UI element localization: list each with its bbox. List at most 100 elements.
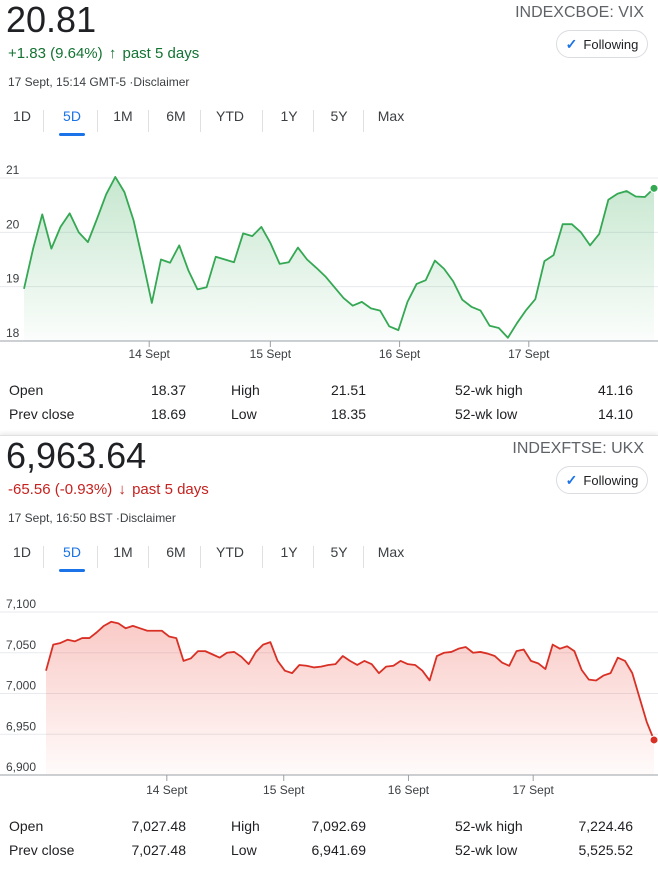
- tab-5y[interactable]: 5Y: [330, 108, 348, 124]
- tab-divider: [97, 110, 98, 132]
- price-change: -65.56 (-0.93%) ↓ past 5 days: [8, 481, 209, 498]
- x-tick-label: 16 Sept: [388, 783, 430, 797]
- x-tick-label: 16 Sept: [379, 347, 421, 361]
- stat-high: 7,092.69: [311, 818, 367, 834]
- following-button[interactable]: ✓ Following: [556, 466, 648, 494]
- tab-1y[interactable]: 1Y: [280, 544, 298, 560]
- change-value: -65.56 (-0.93%): [8, 481, 113, 498]
- x-tick-label: 14 Sept: [146, 783, 188, 797]
- exchange-ticker: INDEXFTSE: UKX: [512, 440, 644, 457]
- price: 6,963.64: [6, 435, 147, 476]
- series-line: [45, 620, 655, 741]
- stat-wk52-high-label: 52-wk high: [455, 382, 523, 398]
- stat-prev-close: 7,027.48: [131, 842, 187, 858]
- following-label: Following: [583, 472, 639, 488]
- stat-high-label: High: [231, 818, 260, 834]
- tab-5d[interactable]: 5D: [57, 108, 87, 136]
- stat-wk52-low: 5,525.52: [578, 842, 634, 858]
- x-tick-label: 17 Sept: [512, 783, 554, 797]
- stat-open: 18.37: [150, 382, 186, 398]
- tab-divider: [262, 546, 263, 568]
- tab-6m[interactable]: 6M: [166, 108, 186, 124]
- y-tick-label: 19: [6, 272, 20, 286]
- y-tick-label: 7,000: [6, 679, 36, 693]
- y-tick-label: 20: [6, 217, 20, 231]
- stat-low-label: Low: [231, 842, 257, 858]
- stat-wk52-high: 41.16: [597, 382, 633, 398]
- x-tick-label: 17 Sept: [508, 347, 550, 361]
- arrow-up-icon: ↑: [108, 45, 117, 62]
- range-tabs: 1D 5D 1M 6M YTD 1Y 5Y Max: [0, 108, 658, 136]
- stat-low: 18.35: [330, 406, 366, 422]
- change-period: past 5 days: [132, 481, 209, 498]
- timestamp: 17 Sept, 15:14 GMT-5 ·Disclaimer: [8, 75, 190, 89]
- x-tick-label: 14 Sept: [129, 347, 171, 361]
- stat-high-label: High: [231, 382, 260, 398]
- change-period: past 5 days: [122, 45, 200, 62]
- last-point-marker: [649, 183, 658, 193]
- price-chart-ukx: 6,900 6,950 7,000 7,050 7,100 14 Sept 15 Sept 1…: [0, 597, 658, 797]
- price: 20.81: [6, 0, 97, 40]
- tab-divider: [97, 546, 98, 568]
- quote-panel-vix: 20.81 INDEXCBOE: VIX +1.83 (9.64%) ↑ pas…: [0, 0, 658, 435]
- exchange-ticker: INDEXCBOE: VIX: [515, 4, 644, 21]
- stat-prev-close-label: Prev close: [9, 842, 75, 858]
- x-tick-label: 15 Sept: [263, 783, 305, 797]
- stat-open-label: Open: [9, 382, 44, 398]
- stat-wk52-low-label: 52-wk low: [455, 842, 518, 858]
- check-icon: ✓: [565, 35, 578, 52]
- tab-divider: [43, 546, 44, 568]
- tab-divider: [200, 546, 201, 568]
- timestamp: 17 Sept, 16:50 BST ·Disclaimer: [8, 511, 176, 525]
- tab-5y[interactable]: 5Y: [330, 544, 348, 560]
- tab-ytd[interactable]: YTD: [216, 108, 244, 124]
- tab-divider: [313, 546, 314, 568]
- stat-row: Prev close 18.69 Low 18.35 52-wk low 14.10: [0, 406, 658, 426]
- tab-1y[interactable]: 1Y: [280, 108, 298, 124]
- tab-max[interactable]: Max: [377, 544, 405, 560]
- y-tick-label: 21: [6, 163, 20, 177]
- tab-5d[interactable]: 5D: [57, 544, 87, 572]
- stat-wk52-high-label: 52-wk high: [455, 818, 523, 834]
- following-label: Following: [583, 36, 639, 52]
- tab-divider: [43, 110, 44, 132]
- range-tabs: 1D 5D 1M 6M YTD 1Y 5Y Max: [0, 544, 658, 572]
- tab-divider: [148, 546, 149, 568]
- tab-ytd[interactable]: YTD: [216, 544, 244, 560]
- y-tick-label: 7,100: [6, 597, 36, 611]
- stat-prev-close-label: Prev close: [9, 406, 75, 422]
- stat-row: Open 18.37 High 21.51 52-wk high 41.16: [0, 382, 658, 402]
- area-fill: [24, 176, 654, 341]
- following-button[interactable]: ✓ Following: [556, 30, 648, 58]
- tab-1d[interactable]: 1D: [13, 544, 31, 560]
- tab-1d[interactable]: 1D: [13, 108, 31, 124]
- y-tick-label: 18: [6, 326, 20, 340]
- stat-wk52-low: 14.10: [597, 406, 633, 422]
- tab-max[interactable]: Max: [377, 108, 405, 124]
- check-icon: ✓: [565, 471, 578, 488]
- price-change: +1.83 (9.64%) ↑ past 5 days: [8, 45, 199, 62]
- y-tick-label: 7,050: [6, 638, 36, 652]
- tab-divider: [200, 110, 201, 132]
- tab-1m[interactable]: 1M: [113, 544, 133, 560]
- price-chart-vix: 18 19 20 21 14 Sept 15 Sept 16 Sept 17 Sept: [0, 163, 658, 361]
- stat-wk52-high: 7,224.46: [578, 818, 634, 834]
- stat-prev-close: 18.69: [150, 406, 186, 422]
- x-tick-label: 15 Sept: [250, 347, 292, 361]
- y-tick-label: 6,900: [6, 760, 36, 774]
- quote-panel-ukx: 6,963.64 INDEXFTSE: UKX -65.56 (-0.93%) …: [0, 435, 658, 871]
- stat-low-label: Low: [231, 406, 257, 422]
- tab-1m[interactable]: 1M: [113, 108, 133, 124]
- stat-row: Prev close 7,027.48 Low 6,941.69 52-wk low 5,…: [0, 842, 658, 862]
- stat-open-label: Open: [9, 818, 44, 834]
- tab-divider: [148, 110, 149, 132]
- tab-divider: [313, 110, 314, 132]
- last-point-marker: [649, 735, 658, 745]
- y-tick-label: 6,950: [6, 719, 36, 733]
- arrow-down-icon: ↓: [118, 481, 126, 498]
- stat-wk52-low-label: 52-wk low: [455, 406, 518, 422]
- tab-divider: [363, 546, 364, 568]
- change-value: +1.83 (9.64%): [8, 45, 103, 62]
- tab-6m[interactable]: 6M: [166, 544, 186, 560]
- stat-open: 7,027.48: [131, 818, 187, 834]
